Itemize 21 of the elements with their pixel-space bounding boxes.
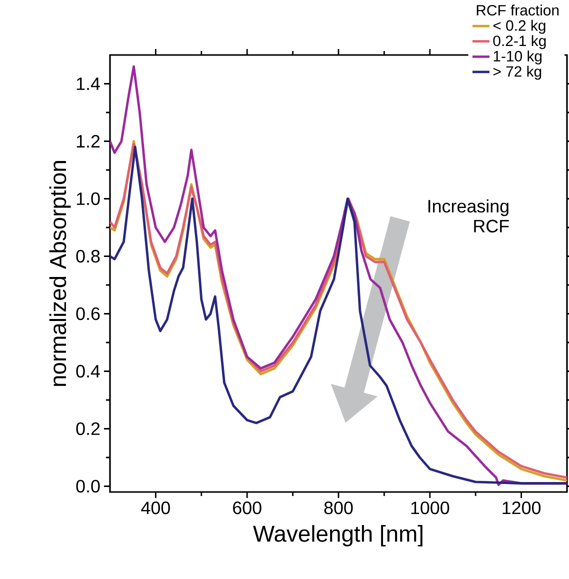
x-axis-title: Wavelength [nm] xyxy=(253,525,422,546)
y-tick-label: 0.8 xyxy=(76,250,100,263)
x-tick-label: 1000 xyxy=(411,502,450,514)
x-tick-label: 1200 xyxy=(502,502,541,514)
y-tick-label: 0.6 xyxy=(76,307,100,320)
y-tick-label: 0.2 xyxy=(76,422,100,436)
legend-title: RCF fraction xyxy=(476,4,559,16)
legend-label: < 0.2 kg xyxy=(493,20,546,34)
y-tick-label: 1.2 xyxy=(76,134,100,148)
y-tick-label: 1.4 xyxy=(76,78,100,90)
legend-label: 1-10 kg xyxy=(494,50,542,64)
y-tick-label: 0.4 xyxy=(76,364,100,378)
y-axis-title: normalized Absorption xyxy=(49,161,71,386)
legend-label: > 72 kg xyxy=(493,66,542,80)
y-tick-label: 0.0 xyxy=(76,480,100,493)
annotation: Increasing RCF xyxy=(428,199,509,232)
legend-label: 0.2-1 kg xyxy=(493,35,546,50)
x-tick-label: 400 xyxy=(141,502,170,514)
y-tick-label: 1.0 xyxy=(76,192,100,206)
x-tick-label: 600 xyxy=(233,502,262,514)
x-tick-label: 800 xyxy=(324,502,353,514)
